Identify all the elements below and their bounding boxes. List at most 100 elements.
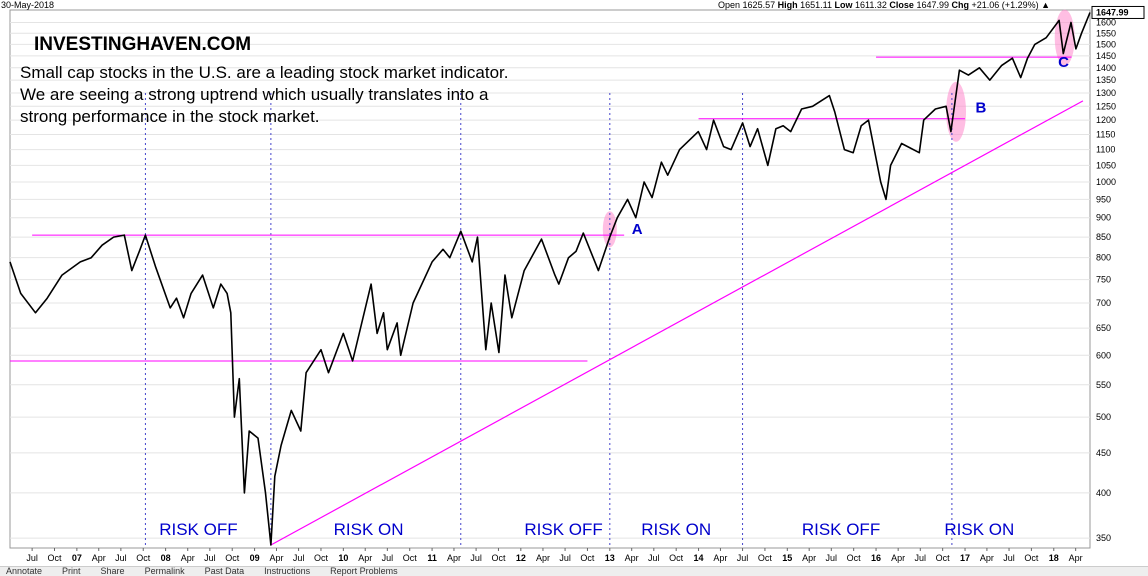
x-tick-label: 13 — [605, 553, 615, 563]
close-value: 1647.99 — [916, 0, 949, 10]
regime-label: RISK OFF — [802, 520, 880, 539]
y-tick-label: 1000 — [1096, 177, 1116, 187]
high-label: High — [777, 0, 798, 10]
y-tick-label: 1050 — [1096, 160, 1116, 170]
x-tick-label: Jul — [293, 553, 305, 563]
y-tick-label: 1150 — [1096, 130, 1115, 140]
x-tick-label: Apr — [181, 553, 195, 563]
toolbar-share-button[interactable]: Share — [100, 566, 125, 576]
y-tick-label: 1200 — [1096, 115, 1116, 125]
x-tick-label: Oct — [314, 553, 329, 563]
y-tick-label: 500 — [1096, 412, 1111, 422]
y-tick-label: 1350 — [1096, 75, 1116, 85]
x-tick-label: Jul — [470, 553, 482, 563]
x-tick-label: Apr — [447, 553, 461, 563]
y-tick-label: 900 — [1096, 213, 1111, 223]
y-tick-label: 950 — [1096, 194, 1111, 204]
x-tick-label: Apr — [92, 553, 106, 563]
y-tick-label: 1450 — [1096, 51, 1116, 61]
y-tick-label: 1500 — [1096, 39, 1116, 49]
x-tick-label: Apr — [1069, 553, 1083, 563]
y-tick-label: 850 — [1096, 232, 1111, 242]
toolbar-report-problems-button[interactable]: Report Problems — [330, 566, 398, 576]
y-tick-label: 1400 — [1096, 63, 1116, 73]
x-tick-label: Oct — [758, 553, 773, 563]
x-tick-label: 16 — [871, 553, 881, 563]
x-tick-label: Jul — [559, 553, 571, 563]
y-tick-label: 1600 — [1096, 17, 1116, 27]
x-tick-label: 18 — [1049, 553, 1059, 563]
toolbar-annotate-button[interactable]: Annotate — [6, 566, 43, 576]
chart-commentary: Small cap stocks in the U.S. are a leadi… — [20, 63, 509, 126]
breakout-label: B — [975, 100, 986, 117]
x-tick-label: Oct — [47, 553, 62, 563]
up-arrow-icon: ▲ — [1041, 0, 1051, 10]
x-tick-label: Oct — [225, 553, 240, 563]
x-tick-label: Jul — [1003, 553, 1015, 563]
x-tick-label: Apr — [269, 553, 283, 563]
x-tick-label: 14 — [694, 553, 704, 563]
chg-value: +21.06 (+1.29%) — [971, 0, 1039, 10]
x-tick-label: Oct — [136, 553, 151, 563]
regime-label: RISK OFF — [159, 520, 237, 539]
x-tick-label: Apr — [980, 553, 994, 563]
toolbar-print-button[interactable]: Print — [62, 566, 81, 576]
open-label: Open — [718, 0, 741, 10]
brand-title: INVESTINGHAVEN.COM — [34, 34, 252, 55]
rising-trendline — [270, 100, 1084, 546]
x-tick-label: Oct — [669, 553, 684, 563]
x-tick-label: 15 — [782, 553, 792, 563]
y-tick-label: 600 — [1096, 350, 1111, 360]
x-tick-label: Jul — [648, 553, 660, 563]
toolbar-permalink-button[interactable]: Permalink — [144, 566, 185, 576]
breakout-label: C — [1058, 54, 1069, 71]
x-tick-label: Jul — [826, 553, 838, 563]
open-value: 1625.57 — [742, 0, 776, 10]
x-tick-label: Oct — [847, 553, 862, 563]
low-label: Low — [834, 0, 853, 10]
x-tick-label: Apr — [802, 553, 816, 563]
breakout-label: A — [632, 221, 643, 238]
y-tick-label: 700 — [1096, 298, 1111, 308]
x-tick-label: 17 — [960, 553, 970, 563]
x-tick-label: Apr — [891, 553, 905, 563]
y-tick-label: 550 — [1096, 380, 1111, 390]
x-tick-label: 09 — [250, 553, 260, 563]
y-tick-label: 1550 — [1096, 28, 1116, 38]
ohlc-readout: Open 1625.57 High 1651.11 Low 1611.32 Cl… — [718, 0, 1050, 10]
x-tick-label: Apr — [625, 553, 639, 563]
y-tick-label: 800 — [1096, 253, 1111, 263]
regime-label: RISK ON — [334, 520, 404, 539]
last-price-box — [1091, 5, 1145, 19]
x-tick-label: Jul — [915, 553, 927, 563]
chart-date: 30-May-2018 — [1, 0, 55, 10]
x-tick-label: 12 — [516, 553, 526, 563]
x-tick-label: 10 — [338, 553, 348, 563]
toolbar-instructions-button[interactable]: Instructions — [264, 566, 311, 576]
y-tick-label: 1100 — [1096, 145, 1115, 155]
y-tick-label: 400 — [1096, 488, 1111, 498]
x-tick-label: Jul — [737, 553, 749, 563]
y-tick-label: 750 — [1096, 275, 1111, 285]
y-tick-label: 350 — [1096, 533, 1111, 543]
x-tick-label: Apr — [713, 553, 727, 563]
x-tick-label: Jul — [382, 553, 394, 563]
y-tick-label: 650 — [1096, 323, 1111, 333]
toolbar-past-data-button[interactable]: Past Data — [204, 566, 245, 576]
y-tick-label: 1300 — [1096, 88, 1116, 98]
x-tick-label: 07 — [72, 553, 82, 563]
x-tick-label: Jul — [204, 553, 216, 563]
x-tick-label: 11 — [427, 553, 437, 563]
bottom-toolbar: Annotate Print Share Permalink Past Data Inst… — [0, 566, 1148, 576]
x-tick-label: Oct — [1024, 553, 1039, 563]
x-tick-label: Jul — [26, 553, 38, 563]
chg-label: Chg — [951, 0, 970, 10]
y-tick-label: 450 — [1096, 448, 1111, 458]
x-tick-label: Oct — [580, 553, 595, 563]
regime-label: RISK ON — [944, 520, 1014, 539]
x-tick-label: Oct — [936, 553, 951, 563]
regime-label: RISK OFF — [524, 520, 602, 539]
x-tick-label: Apr — [536, 553, 550, 563]
